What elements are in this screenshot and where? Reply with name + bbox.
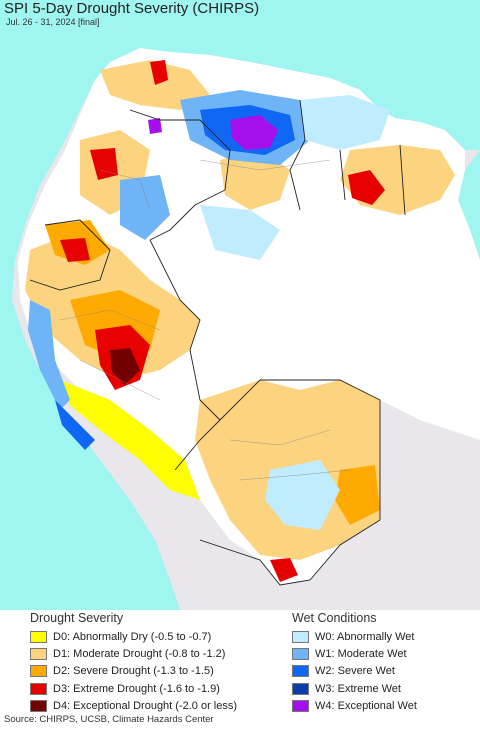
legend-label: D1: Moderate Drought (-0.8 to -1.2) <box>53 648 226 661</box>
legend-label: D2: Severe Drought (-1.3 to -1.5) <box>53 665 214 678</box>
swatch-d2 <box>30 665 47 678</box>
swatch-w1 <box>292 648 309 661</box>
wet-legend-title: Wet Conditions <box>292 611 377 625</box>
swatch-d3 <box>30 682 47 695</box>
argentina-land <box>180 500 480 610</box>
country-borders <box>29 99 406 586</box>
swatch-d1 <box>30 648 47 661</box>
drought-legend-item-d4: D4: Exceptional Drought (-2.0 or less) <box>30 698 237 715</box>
drought-legend-item-d0: D0: Abnormally Dry (-0.5 to -0.7) <box>30 628 237 645</box>
legend-label: W4: Exceptional Wet <box>315 700 417 713</box>
drought-legend-title: Drought Severity <box>30 611 124 625</box>
swatch-d0 <box>30 630 47 643</box>
swatch-w3 <box>292 682 309 695</box>
swatch-w2 <box>292 665 309 678</box>
wet-legend-item-w1: W1: Moderate Wet <box>292 645 417 662</box>
legend-label: D0: Abnormally Dry (-0.5 to -0.7) <box>53 630 212 643</box>
drought-legend-item-d3: D3: Extreme Drought (-1.6 to -1.9) <box>30 680 237 697</box>
swatch-d4 <box>30 700 47 713</box>
legend-label: W3: Extreme Wet <box>315 682 401 695</box>
wet-legend-item-w3: W3: Extreme Wet <box>292 680 417 697</box>
wet-legend: Wet Conditions W0: Abnormally Wet W1: Mod… <box>292 610 417 715</box>
source-note: Source: CHIRPS, UCSB, Climate Hazards Ce… <box>4 714 214 725</box>
atlantic-ocean <box>458 150 480 260</box>
legend-label: D3: Extreme Drought (-1.6 to -1.9) <box>53 682 220 695</box>
legend: Drought Severity D0: Abnormally Dry (-0.… <box>0 610 480 713</box>
legend-label: D4: Exceptional Drought (-2.0 or less) <box>53 700 238 713</box>
swatch-w4 <box>292 700 309 713</box>
drought-patches <box>25 60 455 582</box>
wet-legend-item-w2: W2: Severe Wet <box>292 663 417 680</box>
drought-map <box>0 0 480 610</box>
legend-label: W2: Severe Wet <box>315 665 395 678</box>
wet-patches <box>28 90 390 530</box>
map-title: SPI 5-Day Drought Severity (CHIRPS) <box>4 0 260 17</box>
admin-lines <box>59 159 351 481</box>
map-canvas <box>0 0 480 610</box>
legend-label: W1: Moderate Wet <box>315 648 407 661</box>
legend-label: W0: Abnormally Wet <box>315 630 415 643</box>
wet-legend-item-w4: W4: Exceptional Wet <box>292 698 417 715</box>
drought-legend-item-d2: D2: Severe Drought (-1.3 to -1.5) <box>30 663 237 680</box>
drought-legend-item-d1: D1: Moderate Drought (-0.8 to -1.2) <box>30 645 237 662</box>
drought-legend: Drought Severity D0: Abnormally Dry (-0.… <box>30 610 237 715</box>
pacific-ocean <box>0 0 480 610</box>
swatch-w0 <box>292 630 309 643</box>
wet-legend-item-w0: W0: Abnormally Wet <box>292 628 417 645</box>
map-subtitle: Jul. 26 - 31, 2024 [final] <box>6 17 100 27</box>
